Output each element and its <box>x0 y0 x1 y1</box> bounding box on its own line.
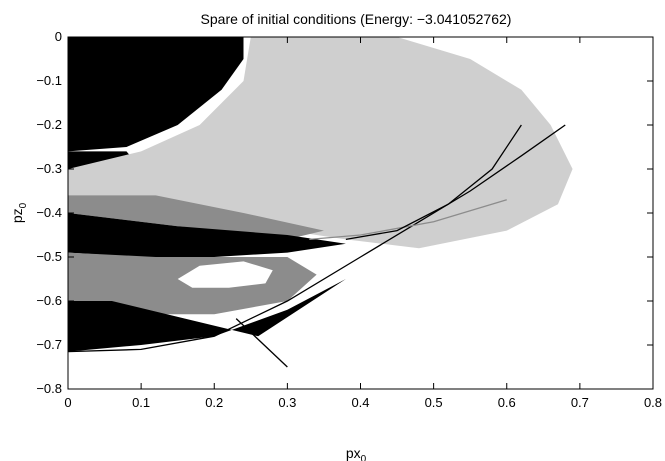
region-black-bands <box>68 213 346 257</box>
y-tick-label: −0.4 <box>36 205 62 220</box>
curve-needle-line <box>235 318 288 368</box>
y-tick-label: −0.5 <box>36 249 62 264</box>
chart-title: Spare of initial conditions (Energy: −3.… <box>201 11 512 27</box>
y-tick-label: −0.6 <box>36 293 62 308</box>
region-white-eye <box>177 261 273 288</box>
y-tick-label: −0.8 <box>36 381 62 396</box>
y-tick-label: 0 <box>55 29 62 44</box>
x-tick-label: 0.8 <box>644 395 662 410</box>
y-tick-label: −0.1 <box>36 73 62 88</box>
ticks <box>67 36 654 390</box>
x-tick-label: 0.3 <box>278 395 296 410</box>
x-tick-label: 0.5 <box>425 395 443 410</box>
curve-streak-1 <box>309 199 507 241</box>
x-tick-label: 0.6 <box>498 395 516 410</box>
region-black-bottom <box>68 279 346 352</box>
x-axis-label: px0 <box>346 445 367 461</box>
curve-boundary-curve <box>67 124 566 353</box>
x-tick-label: 0.4 <box>351 395 369 410</box>
x-tick-label: 0.1 <box>132 395 150 410</box>
curve-streak-2 <box>345 124 522 241</box>
y-tick-label: −0.7 <box>36 337 62 352</box>
y-tick-label: −0.2 <box>36 117 62 132</box>
x-tick-label: 0.7 <box>571 395 589 410</box>
y-tick-label: −0.3 <box>36 161 62 176</box>
region-black-top <box>68 37 244 152</box>
plot-area <box>67 37 573 368</box>
y-axis-label: pz0 <box>9 202 29 223</box>
x-tick-label: 0.2 <box>205 395 223 410</box>
region-gray-bands <box>68 195 324 240</box>
region-light-fan <box>68 37 573 249</box>
tick-labels: 0 0.1 0.2 0.3 0.4 0.5 0.6 0.7 0.8 0 −0.1 −0.2 −0.3 −0… <box>36 29 662 410</box>
x-tick-label: 0 <box>64 395 71 410</box>
